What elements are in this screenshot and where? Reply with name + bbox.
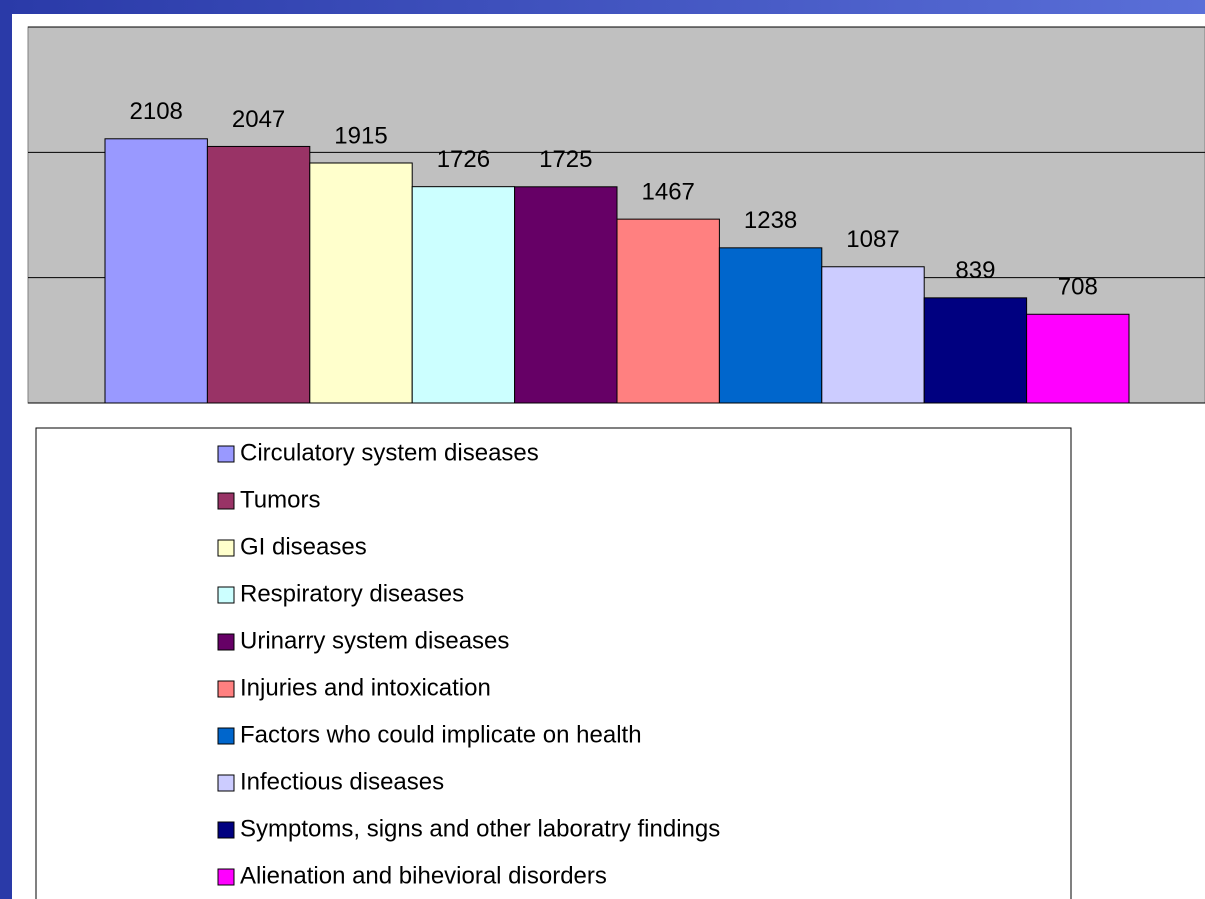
- data-label: 2108: [130, 98, 183, 125]
- legend-swatch: [217, 586, 235, 604]
- legend-label: Alienation and bihevioral disorders: [240, 862, 607, 889]
- data-label: 708: [1058, 274, 1098, 301]
- legend-label: Respiratory diseases: [240, 580, 464, 607]
- bar: [206, 145, 311, 404]
- data-label: 1467: [642, 178, 695, 205]
- legend-swatch: [217, 774, 235, 792]
- data-label: 1915: [334, 122, 387, 149]
- legend-label: Urinarry system diseases: [240, 627, 509, 654]
- bar: [1026, 313, 1130, 404]
- legend-label: GI diseases: [240, 533, 367, 560]
- bar: [411, 186, 516, 404]
- legend-swatch: [217, 868, 235, 886]
- bar: [309, 162, 413, 404]
- data-label: 1725: [539, 146, 592, 173]
- bar: [514, 186, 618, 404]
- data-label: 1238: [744, 207, 797, 234]
- bar: [104, 138, 208, 404]
- bar: [923, 297, 1028, 404]
- legend-label: Symptoms, signs and other laboratry find…: [240, 815, 720, 842]
- legend-swatch: [217, 445, 235, 463]
- legend-swatch: [217, 633, 235, 651]
- bar: [821, 266, 925, 404]
- legend-swatch: [217, 821, 235, 839]
- legend-label: Infectious diseases: [240, 768, 444, 795]
- legend-swatch: [217, 492, 235, 510]
- legend-label: Injuries and intoxication: [240, 674, 491, 701]
- legend: [35, 427, 1072, 899]
- data-label: 839: [955, 257, 995, 284]
- legend-label: Factors who could implicate on health: [240, 721, 642, 748]
- legend-swatch: [217, 727, 235, 745]
- legend-label: Tumors: [240, 486, 320, 513]
- legend-swatch: [217, 539, 235, 557]
- bar: [616, 218, 720, 404]
- data-label: 1087: [846, 226, 899, 253]
- data-label: 1726: [437, 146, 490, 173]
- legend-label: Circulatory system diseases: [240, 439, 539, 466]
- data-label: 2047: [232, 106, 285, 133]
- bar: [718, 247, 823, 404]
- legend-swatch: [217, 680, 235, 698]
